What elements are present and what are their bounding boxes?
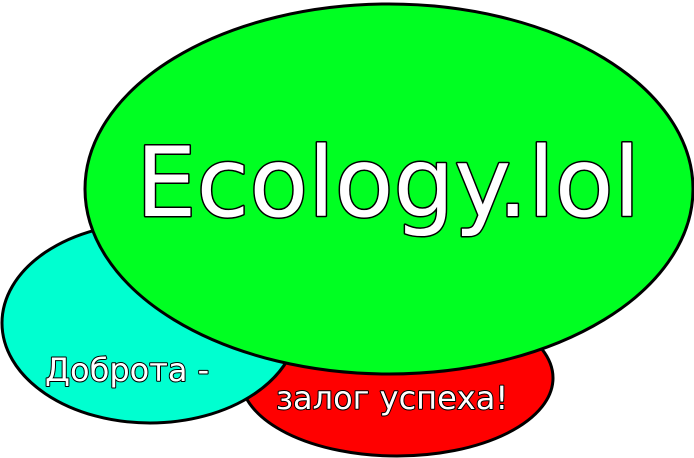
logo-title: Ecology.lol: [136, 127, 640, 239]
green-ellipse: [83, 2, 694, 376]
slogan-part1: Доброта -: [45, 351, 209, 389]
slogan-part2: залог успеха!: [276, 379, 508, 417]
